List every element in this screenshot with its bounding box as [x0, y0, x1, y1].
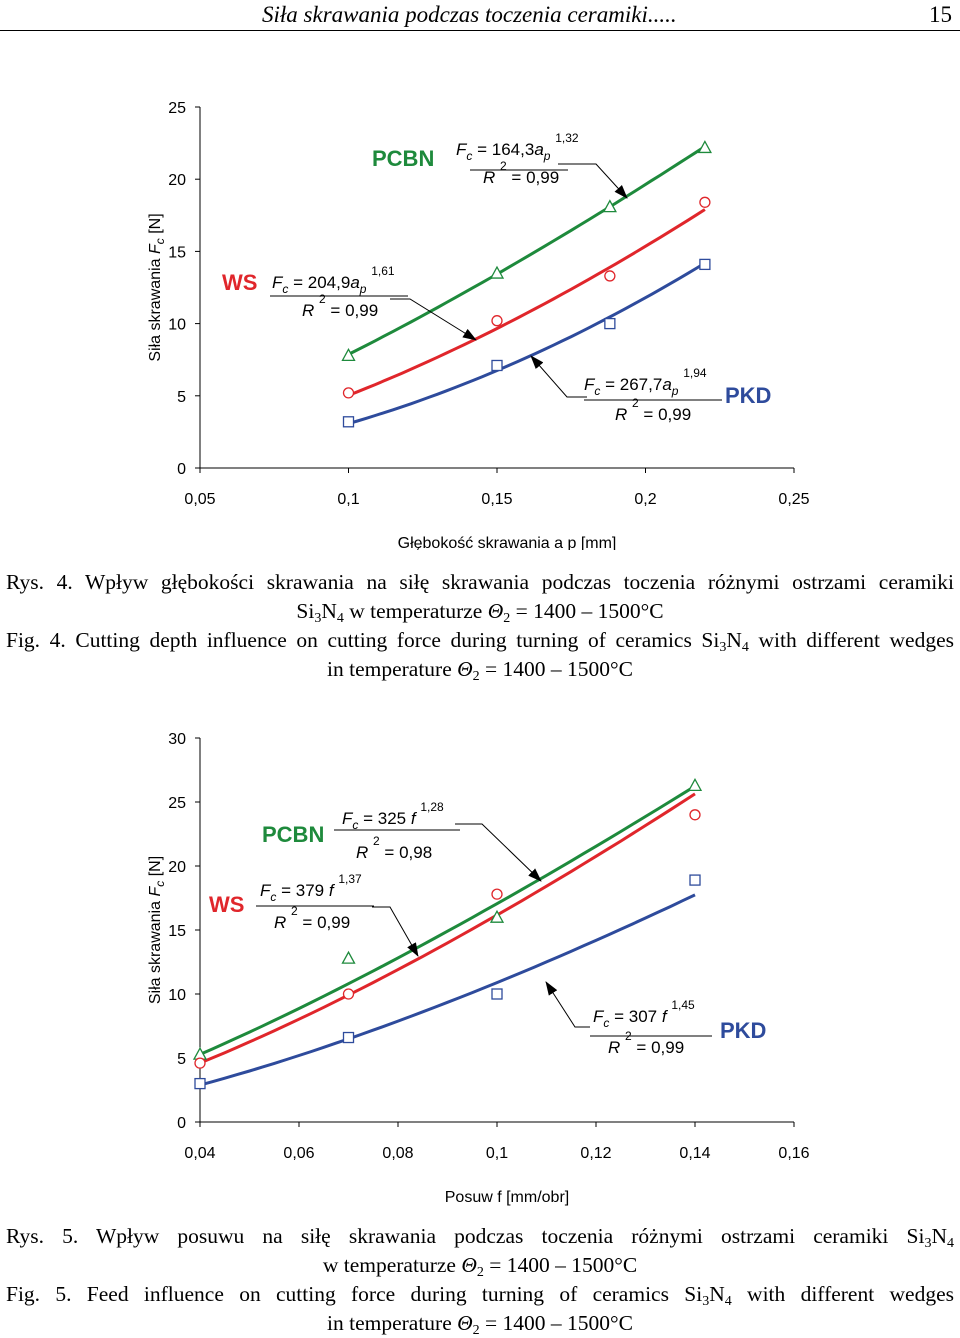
tool-label-ws: WS — [209, 892, 244, 917]
data-point-pkd — [491, 359, 503, 372]
y-tick-label: 25 — [168, 100, 186, 117]
y-tick-label: 25 — [168, 795, 186, 812]
r-squared-pcbn: R 2 = 0,98 — [356, 834, 432, 862]
x-tick-label: 0,06 — [283, 1145, 314, 1162]
data-point-ws — [342, 988, 355, 1000]
r-squared-pcbn: R 2 = 0,99 — [483, 159, 559, 187]
x-tick-label: 0,15 — [481, 491, 512, 508]
data-point-ws — [699, 196, 711, 208]
caption-5-pl-line2: w temperaturze Θ2 = 1400 – 1500°C — [322, 1253, 638, 1280]
running-title: Siła skrawania podczas toczenia ceramiki… — [262, 2, 677, 27]
data-point-ws — [342, 387, 355, 399]
figure-4-chart: 0 5 10 15 20 25 0,05 0,1 0,15 0,2 0,25 Siła skrawan… — [147, 100, 810, 550]
tool-label-pkd: PKD — [725, 383, 771, 408]
figure-5-chart: 0 5 10 15 20 25 30 0,04 0,06 0,08 0,1 0,12 0,14 0,16 S… — [147, 731, 810, 1206]
annotation-arrow-ws — [372, 906, 419, 957]
tool-label-pcbn: PCBN — [372, 146, 434, 171]
page-header: Siła skrawania podczas toczenia ceramiki… — [0, 0, 960, 31]
y-tick-label: 10 — [168, 317, 186, 334]
y-tick-label: 0 — [177, 1115, 186, 1132]
data-point-ws — [689, 809, 701, 821]
y-tick-label: 5 — [177, 1051, 186, 1068]
annotation-arrow-ws — [390, 298, 477, 341]
x-tick-label: 0,2 — [634, 491, 656, 508]
y-tick-label: 5 — [177, 389, 186, 406]
fit-line-pkd — [348, 261, 706, 426]
data-point-pcbn — [341, 348, 356, 362]
x-tick-label: 0,14 — [679, 1145, 710, 1162]
caption-5-en-line1: Fig. 5. Feed influence on cutting force … — [6, 1282, 954, 1309]
data-point-pcbn — [489, 909, 505, 923]
y-tick-label: 15 — [168, 923, 186, 940]
data-point-ws — [491, 315, 503, 327]
x-tick-label: 0,04 — [184, 1145, 215, 1162]
y-tick-label: 20 — [168, 172, 186, 189]
r-squared-pkd: R 2 = 0,99 — [615, 396, 691, 424]
equation-pkd: Fc = 307 f 1,45 — [593, 998, 695, 1030]
x-axis-label: Głębokość skrawania a p [mm] — [398, 535, 617, 550]
fit-line-ws — [347, 208, 706, 397]
figure-4-caption: Rys. 4. Wpływ głębokości skrawania na si… — [0, 568, 960, 684]
data-point-pkd — [689, 874, 701, 886]
tool-label-pkd: PKD — [720, 1018, 766, 1043]
r-squared-ws: R 2 = 0,99 — [274, 904, 350, 932]
tool-label-pcbn: PCBN — [262, 822, 324, 847]
annotation-arrow-pcbn — [558, 163, 628, 199]
annotation-arrow-pkd — [545, 981, 590, 1028]
data-point-pkd — [491, 988, 503, 1000]
annotation-arrow-pcbn — [455, 823, 542, 882]
caption-4-pl-line2: Si3N4 w temperaturze Θ2 = 1400 – 1500°C — [296, 599, 664, 626]
equation-ws: Fc = 379 f 1,37 — [260, 872, 362, 904]
data-point-ws — [491, 888, 503, 900]
data-point-pcbn — [687, 778, 703, 792]
annotation-arrow-pkd — [530, 355, 587, 398]
data-point-pcbn — [341, 950, 356, 964]
data-point-pcbn — [602, 199, 617, 213]
x-tick-label: 0,1 — [337, 491, 359, 508]
y-axis-label: Siła skrawania Fc [N] — [147, 856, 167, 1004]
x-tick-label: 0,08 — [382, 1145, 413, 1162]
equation-pcbn: Fc = 164,3ap 1,32 — [456, 131, 579, 163]
caption-4-pl-line1: Rys. 4. Wpływ głębokości skrawania na si… — [6, 570, 954, 594]
caption-5-en-line2: in temperature Θ2 = 1400 – 1500°C — [327, 1311, 633, 1338]
data-point-ws — [604, 270, 616, 282]
data-point-pkd — [342, 416, 355, 428]
caption-5-pl-line1: Rys. 5. Wpływ posuwu na siłę skrawania p… — [6, 1224, 954, 1251]
equation-pkd: Fc = 267,7ap 1,94 — [584, 366, 707, 398]
equation-pcbn: Fc = 325 f 1,28 — [342, 800, 444, 832]
fit-line-pcbn — [347, 145, 706, 356]
y-axis-label: Siła skrawania Fc [N] — [147, 213, 167, 361]
y-tick-label: 10 — [168, 987, 186, 1004]
data-point-pkd — [342, 1031, 355, 1044]
data-point-pkd — [699, 258, 711, 271]
r-squared-ws: R 2 = 0,99 — [302, 292, 378, 320]
data-point-pkd — [604, 317, 616, 330]
fit-line-pcbn — [199, 784, 696, 1056]
caption-4-en-line1: Fig. 4. Cutting depth influence on cutti… — [6, 628, 954, 655]
fit-line-ws — [199, 792, 696, 1065]
data-point-pkd — [194, 1077, 206, 1090]
caption-4-en-line2: in temperature Θ2 = 1400 – 1500°C — [327, 657, 633, 684]
y-tick-label: 0 — [177, 461, 186, 478]
x-tick-label: 0,16 — [778, 1145, 809, 1162]
x-tick-label: 0,25 — [778, 491, 809, 508]
x-tick-label: 0,05 — [184, 491, 215, 508]
data-point-pcbn — [697, 140, 712, 154]
data-point-pcbn — [489, 265, 505, 279]
data-point-ws — [194, 1057, 206, 1069]
r-squared-pkd: R 2 = 0,99 — [608, 1029, 684, 1057]
y-tick-label: 15 — [168, 244, 186, 261]
x-axis-label: Posuw f [mm/obr] — [445, 1189, 569, 1206]
x-tick-label: 0,12 — [580, 1145, 611, 1162]
y-tick-label: 20 — [168, 859, 186, 876]
x-tick-label: 0,1 — [486, 1145, 508, 1162]
page-number: 15 — [929, 2, 952, 27]
y-tick-label: 30 — [168, 731, 186, 748]
fit-line-pkd — [199, 893, 696, 1087]
equation-ws: Fc = 204,9ap 1,61 — [272, 264, 395, 296]
tool-label-ws: WS — [222, 270, 257, 295]
figure-5-caption: Rys. 5. Wpływ posuwu na siłę skrawania p… — [0, 1222, 960, 1338]
